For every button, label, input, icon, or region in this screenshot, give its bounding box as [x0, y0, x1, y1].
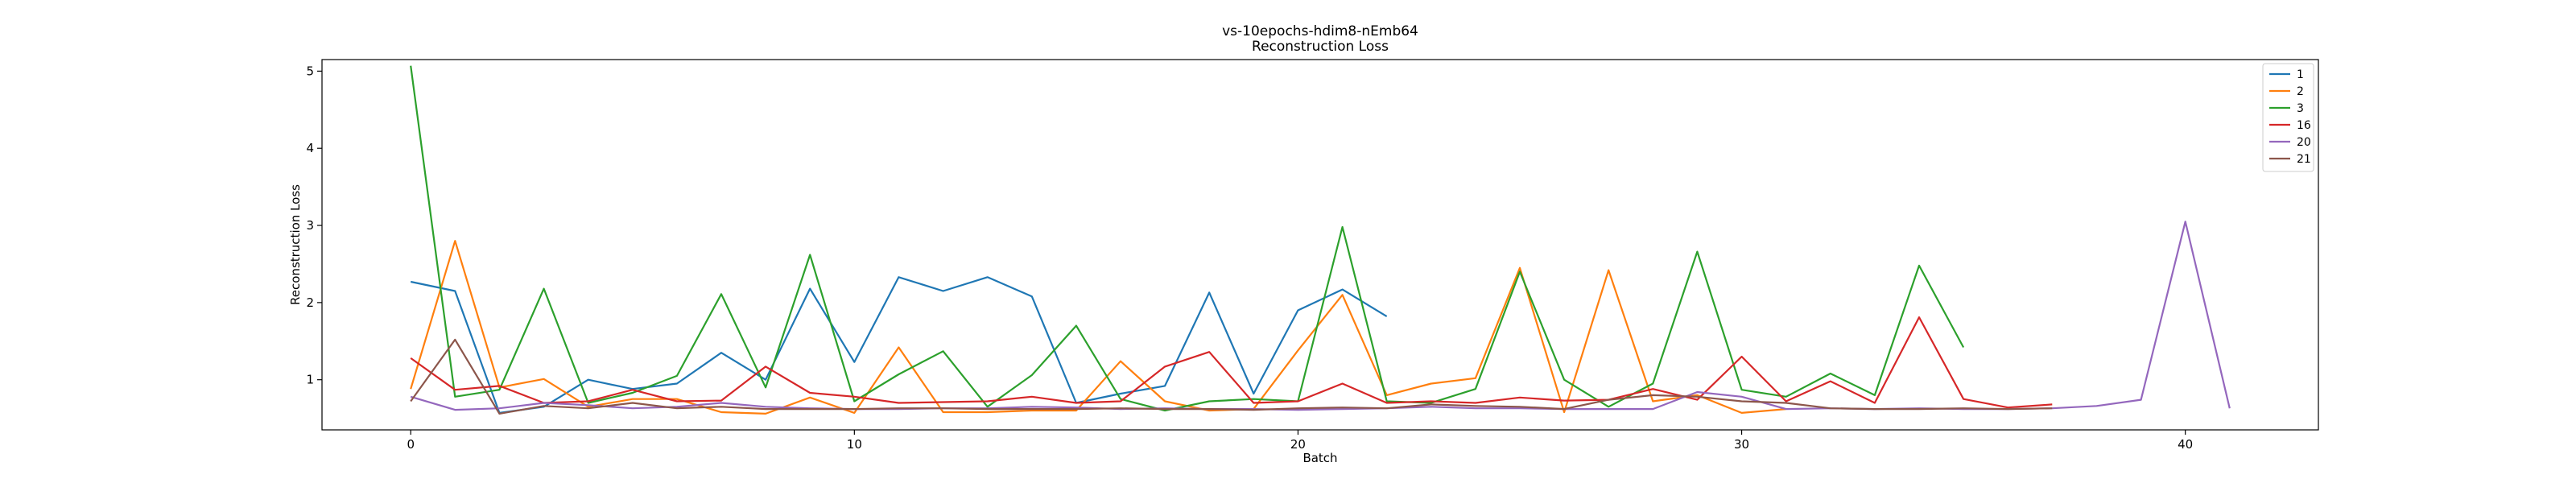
x-axis: 0 10 20 30 40 [407, 430, 2193, 452]
y-tick-label: 3 [306, 218, 314, 233]
y-axis-label: Reconstruction Loss [288, 184, 303, 305]
legend-label-21: 21 [2297, 153, 2311, 166]
legend: 1 2 3 16 20 21 [2262, 63, 2314, 172]
legend-label-16: 16 [2297, 119, 2311, 132]
chart-title-group: vs-10epochs-hdim8-nEmb64 Reconstruction … [1222, 23, 1418, 55]
legend-label-2: 2 [2297, 85, 2304, 98]
legend-label-20: 20 [2297, 136, 2311, 149]
x-tick-label: 40 [2178, 437, 2193, 452]
x-tick-label: 10 [847, 437, 862, 452]
chart-title: vs-10epochs-hdim8-nEmb64 [1222, 23, 1418, 39]
y-tick-label: 5 [306, 64, 314, 78]
series-line-1 [410, 276, 1388, 415]
legend-label-1: 1 [2297, 68, 2304, 81]
x-tick-label: 20 [1290, 437, 1306, 452]
x-tick-label: 30 [1734, 437, 1749, 452]
series-line-3 [410, 65, 1965, 412]
y-axis: 1 2 3 4 5 [306, 64, 322, 387]
series-line-2 [410, 240, 1786, 415]
series-line-16 [410, 316, 2053, 409]
x-tick-label: 0 [407, 437, 415, 452]
x-axis-label: Batch [1302, 451, 1337, 465]
plot-area [410, 65, 2231, 415]
series-line-21 [410, 338, 2053, 415]
y-tick-label: 4 [306, 141, 314, 155]
y-tick-label: 2 [306, 295, 314, 310]
y-tick-label: 1 [306, 373, 314, 387]
legend-label-3: 3 [2297, 102, 2304, 115]
plot-frame [321, 59, 2319, 431]
chart-subtitle: Reconstruction Loss [1252, 39, 1389, 55]
